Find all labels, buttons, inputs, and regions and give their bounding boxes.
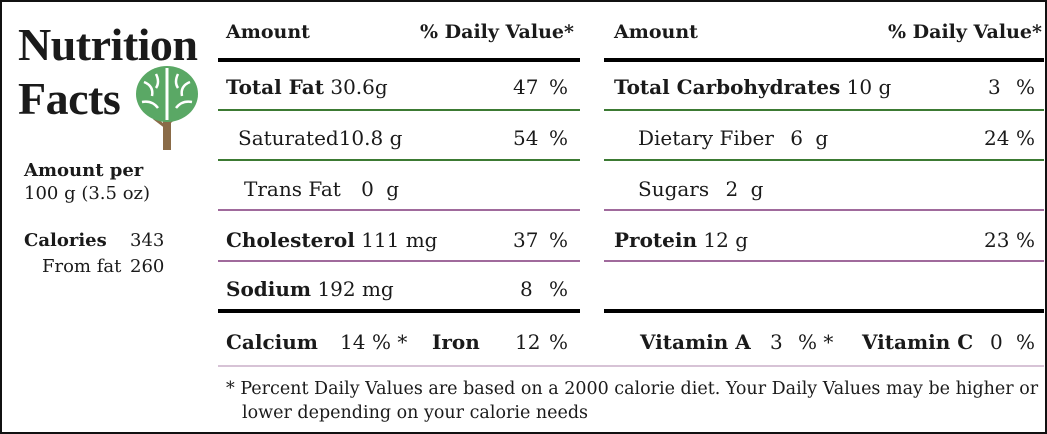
calories-value: 343 (130, 230, 165, 251)
dv-unit: % (549, 75, 569, 99)
right-header-rule (604, 58, 1044, 62)
nutrient-row-dietary-fiber: Dietary Fiber 6 g (638, 126, 828, 150)
left-bottom-rule (218, 309, 580, 313)
calcium-unit: % * (372, 330, 408, 354)
footnote-line-1: * Percent Daily Values are based on a 20… (226, 379, 1039, 399)
dv-unit: % (1016, 126, 1036, 150)
vitamin-c-pct: 0 (990, 330, 1003, 354)
calcium-pct: 14 (340, 330, 366, 354)
iron-label: Iron (432, 330, 480, 354)
vitamin-a-label: Vitamin A (640, 330, 751, 354)
row-divider (604, 260, 1044, 262)
nutrient-row-saturated: Saturated10.8 g (238, 126, 402, 150)
dv-unit: % (549, 277, 569, 301)
nutrient-name: Sugars (638, 177, 710, 201)
nutrient-amount: 12 g (703, 228, 748, 252)
footnote-line-2: lower depending on your calorie needs (242, 403, 589, 423)
nutrient-name: Total Fat (226, 75, 324, 99)
nutrient-amount: 111 mg (361, 228, 438, 252)
nutrient-amount: 10.8 g (338, 126, 403, 150)
row-divider (604, 159, 1044, 161)
nutrient-unit: g (386, 177, 400, 201)
row-divider (218, 260, 580, 262)
dv-sodium: 8 (520, 277, 533, 301)
dv-unit: % (1016, 228, 1036, 252)
nutrient-amount: 0 (361, 177, 374, 201)
nutrient-amount: 192 mg (317, 277, 394, 301)
right-bottom-rule (604, 309, 1044, 313)
row-divider (218, 159, 580, 161)
nutrient-name: Sodium (226, 277, 312, 301)
dv-dietary-fiber: 24 (984, 126, 1010, 150)
nutrient-row-sodium: Sodium 192 mg (226, 277, 394, 301)
nutrient-row-total-fat: Total Fat 30.6g (226, 75, 388, 99)
dv-unit: % (549, 126, 569, 150)
row-divider (604, 109, 1044, 111)
nutrient-name: Dietary Fiber (638, 126, 774, 150)
nutrient-name: Total Carbohydrates (614, 75, 841, 99)
nutrient-amount: 10 g (846, 75, 892, 99)
row-divider (604, 209, 1044, 211)
vitamin-a-unit: % * (798, 330, 834, 354)
iron-pct: 12 (515, 330, 541, 354)
right-amount-header: Amount (614, 21, 698, 43)
dv-cholesterol: 37 (513, 228, 539, 252)
title-nutrition: Nutrition (18, 19, 198, 70)
dv-protein: 23 (984, 228, 1010, 252)
dv-unit: % (549, 228, 569, 252)
iron-unit: % (549, 330, 569, 354)
row-divider (218, 109, 580, 111)
nutrient-row-protein: Protein 12 g (614, 228, 748, 252)
from-fat-value: 260 (130, 256, 165, 277)
minerals-divider (218, 365, 1044, 367)
nutrient-unit: g (750, 177, 764, 201)
from-fat-label: From fat (42, 256, 122, 277)
nutrient-amount: 6 (790, 126, 804, 150)
left-header-rule (218, 58, 580, 62)
nutrient-name: Cholesterol (226, 228, 355, 252)
nutrient-row-cholesterol: Cholesterol 111 mg (226, 228, 438, 252)
dv-total-carbohydrates: 3 (988, 75, 1001, 99)
amount-per-label: Amount per (24, 160, 144, 181)
nutrient-row-sugars: Sugars 2 g (638, 177, 763, 201)
serving-size: 100 g (3.5 oz) (24, 183, 151, 204)
vitamin-c-unit: % (1016, 330, 1036, 354)
left-amount-header: Amount (226, 21, 310, 43)
nutrient-amount: 2 (725, 177, 739, 201)
calories-label: Calories (24, 230, 107, 251)
dv-saturated: 54 (513, 126, 539, 150)
nutrient-row-trans-fat: Trans Fat 0 g (244, 177, 399, 201)
right-dv-header: % Daily Value* (888, 21, 1042, 43)
left-dv-header: % Daily Value* (420, 21, 574, 43)
nutrient-unit: g (815, 126, 829, 150)
nutrient-row-total-carbohydrates: Total Carbohydrates 10 g (614, 75, 891, 99)
nutrient-name: Saturated (238, 126, 339, 150)
nutrient-name: Protein (614, 228, 698, 252)
vitamin-a-pct: 3 (770, 330, 783, 354)
calcium-label: Calcium (226, 330, 318, 354)
nutrient-amount: 30.6g (330, 75, 388, 99)
brain-tree-logo-icon (136, 66, 198, 150)
title-facts: Facts (18, 73, 121, 124)
vitamin-c-label: Vitamin C (862, 330, 974, 354)
dv-unit: % (1016, 75, 1036, 99)
row-divider (218, 209, 580, 211)
dv-total-fat: 47 (513, 75, 539, 99)
nutrient-name: Trans Fat (244, 177, 341, 201)
